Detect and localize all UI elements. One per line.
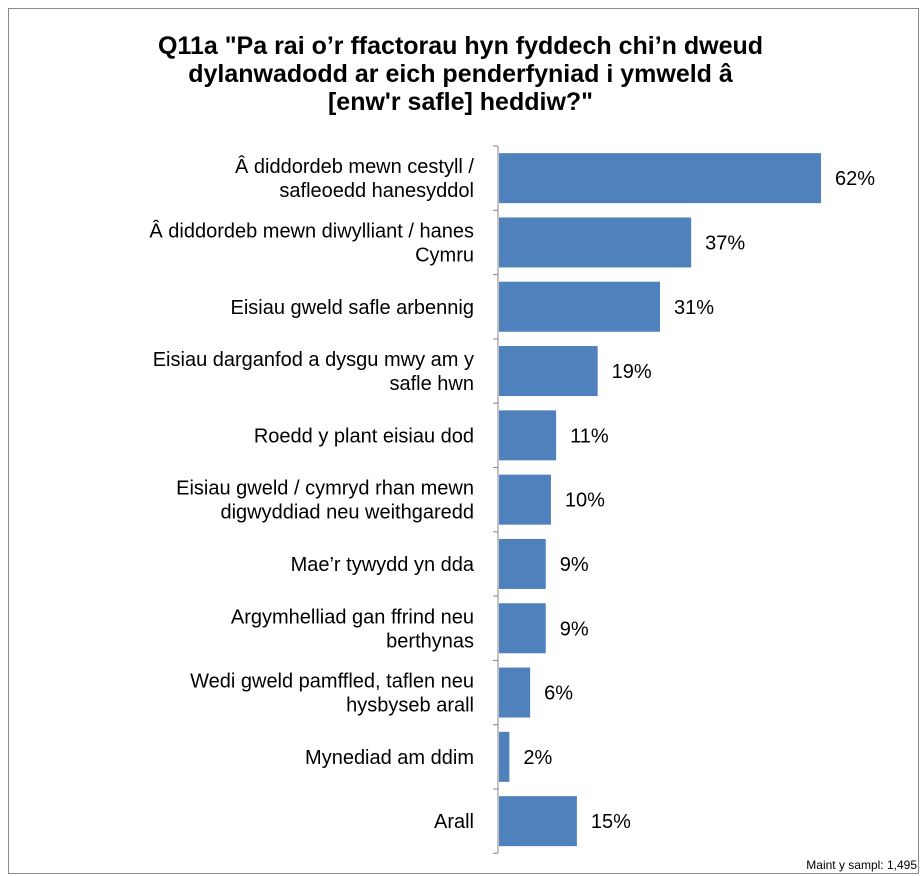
- data-label: 10%: [565, 490, 605, 512]
- category-label: Â diddordeb mewn cestyll / safleoedd hane…: [235, 155, 474, 202]
- chart-title: Q11a "Pa rai o’r ffactorau hyn fyddech c…: [0, 32, 921, 116]
- title-line: Q11a "Pa rai o’r ffactorau hyn fyddech c…: [157, 32, 764, 60]
- category-label: Eisiau gweld safle arbennig: [231, 297, 475, 319]
- bar: [499, 538, 546, 589]
- data-label: 9%: [560, 618, 589, 640]
- category-label-line: digwyddiad neu weithgaredd: [220, 502, 474, 524]
- category-label-line: berthynas: [386, 630, 474, 652]
- data-label: 2%: [523, 747, 552, 769]
- category-label-line: Cymru: [415, 244, 474, 266]
- category-label-line: Wedi gweld pamffled, taflen neu: [190, 671, 474, 693]
- category-label-line: Roedd y plant eisiau dod: [254, 425, 474, 447]
- category-label: Eisiau darganfod a dysgu mwy am y safle h…: [153, 349, 474, 395]
- bar: [499, 346, 598, 397]
- category-label: Argymhelliad gan ffrind neu berthynas: [231, 606, 474, 652]
- category-label-line: Mae’r tywydd yn dda: [291, 554, 475, 576]
- sample-size-note: Maint y sampl: 1,495: [806, 858, 917, 872]
- category-label-line: Argymhelliad gan ffrind neu: [231, 606, 474, 628]
- data-label: 11%: [570, 425, 609, 447]
- data-label: 9%: [560, 554, 589, 576]
- bar: [499, 281, 660, 332]
- category-label: Wedi gweld pamffled, taflen neu hysbyseb …: [190, 671, 474, 717]
- category-label-line: Â diddordeb mewn diwylliant / hanes: [149, 219, 474, 242]
- bar: [499, 603, 546, 654]
- bar: [499, 731, 510, 782]
- category-label-line: safle hwn: [390, 373, 475, 395]
- category-label: Mae’r tywydd yn dda: [291, 554, 475, 576]
- bar: [499, 410, 557, 461]
- category-label-line: Mynediad am ddim: [305, 747, 474, 769]
- bar: [499, 667, 531, 718]
- data-label: 62%: [835, 168, 875, 190]
- category-label-line: Eisiau gweld safle arbennig: [231, 297, 475, 319]
- data-label: 19%: [612, 361, 652, 383]
- bar: [499, 474, 551, 525]
- bar: [499, 796, 577, 847]
- category-label: Roedd y plant eisiau dod: [254, 425, 474, 447]
- title-line: [enw'r safle] heddiw?": [327, 88, 594, 116]
- category-label: Eisiau gweld / cymryd rhan mewn digwyddia…: [176, 478, 474, 524]
- category-label-line: Eisiau darganfod a dysgu mwy am y: [153, 349, 474, 371]
- category-label: Arall: [434, 811, 474, 833]
- category-label: Â diddordeb mewn diwylliant / hanes Cymru: [149, 219, 474, 266]
- data-label: 37%: [705, 232, 745, 254]
- bar: [499, 217, 692, 268]
- category-label-line: safleoedd hanesyddol: [279, 180, 474, 202]
- category-label-line: Eisiau gweld / cymryd rhan mewn: [176, 478, 474, 500]
- data-label: 15%: [591, 811, 631, 833]
- data-label: 31%: [674, 297, 714, 319]
- category-label-line: Arall: [434, 811, 474, 833]
- data-label: 6%: [544, 683, 573, 705]
- category-label-line: hysbyseb arall: [346, 695, 474, 717]
- category-label: Mynediad am ddim: [305, 747, 474, 769]
- chart-frame: [8, 8, 919, 874]
- category-label-line: Â diddordeb mewn cestyll /: [235, 155, 474, 178]
- bar: [499, 153, 821, 204]
- title-line: dylanwadodd ar eich penderfyniad i ymwel…: [188, 60, 733, 88]
